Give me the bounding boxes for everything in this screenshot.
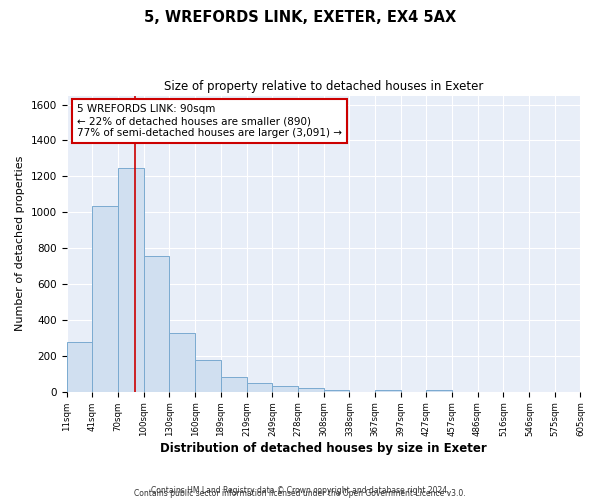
Bar bbox=[169, 332, 196, 392]
Bar bbox=[323, 390, 349, 392]
Bar bbox=[67, 342, 92, 392]
Text: 5, WREFORDS LINK, EXETER, EX4 5AX: 5, WREFORDS LINK, EXETER, EX4 5AX bbox=[144, 10, 456, 25]
Bar bbox=[118, 168, 143, 392]
Y-axis label: Number of detached properties: Number of detached properties bbox=[15, 156, 25, 332]
Text: Contains HM Land Registry data © Crown copyright and database right 2024.: Contains HM Land Registry data © Crown c… bbox=[151, 486, 449, 495]
Bar bbox=[221, 376, 247, 392]
Bar bbox=[196, 360, 221, 392]
Bar bbox=[247, 383, 272, 392]
Text: 5 WREFORDS LINK: 90sqm
← 22% of detached houses are smaller (890)
77% of semi-de: 5 WREFORDS LINK: 90sqm ← 22% of detached… bbox=[77, 104, 342, 138]
Title: Size of property relative to detached houses in Exeter: Size of property relative to detached ho… bbox=[164, 80, 483, 93]
Bar bbox=[92, 206, 118, 392]
Bar bbox=[298, 388, 323, 392]
Bar bbox=[143, 256, 169, 392]
X-axis label: Distribution of detached houses by size in Exeter: Distribution of detached houses by size … bbox=[160, 442, 487, 455]
Bar bbox=[427, 390, 452, 392]
Bar bbox=[374, 390, 401, 392]
Bar bbox=[272, 386, 298, 392]
Text: Contains public sector information licensed under the Open Government Licence v3: Contains public sector information licen… bbox=[134, 488, 466, 498]
